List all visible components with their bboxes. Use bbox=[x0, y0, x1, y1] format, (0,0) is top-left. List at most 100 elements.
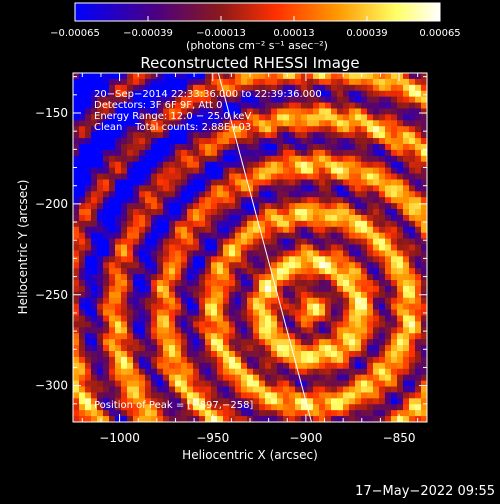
heatmap-cell bbox=[343, 226, 350, 234]
heatmap-cell bbox=[277, 149, 284, 157]
heatmap-cell bbox=[193, 339, 200, 346]
heatmap-cell bbox=[301, 398, 308, 405]
heatmap-cell bbox=[145, 404, 152, 411]
heatmap-cell bbox=[187, 274, 194, 281]
heatmap-cell bbox=[307, 90, 314, 98]
heatmap-cell bbox=[115, 102, 122, 110]
heatmap-cell bbox=[259, 149, 266, 157]
heatmap-cell bbox=[85, 333, 92, 340]
heatmap-cell bbox=[97, 226, 104, 234]
heatmap-cell bbox=[85, 368, 92, 376]
heatmap-cell bbox=[313, 191, 320, 198]
heatmap-cell bbox=[115, 114, 122, 121]
heatmap-cell bbox=[241, 392, 248, 399]
heatmap-cell bbox=[175, 114, 182, 121]
heatmap-cell bbox=[115, 309, 122, 317]
heatmap-cell bbox=[331, 339, 338, 346]
heatmap-cell bbox=[349, 155, 356, 163]
heatmap-cell bbox=[181, 404, 188, 411]
heatmap-cell bbox=[187, 386, 194, 394]
heatmap-cell bbox=[301, 173, 308, 181]
heatmap-cell bbox=[127, 374, 134, 382]
heatmap-cell bbox=[235, 226, 242, 234]
heatmap-cell bbox=[397, 155, 404, 163]
heatmap-cell bbox=[199, 102, 206, 110]
heatmap-cell bbox=[283, 214, 290, 222]
heatmap-cell bbox=[259, 73, 266, 80]
heatmap-cell bbox=[265, 102, 272, 110]
heatmap-cell bbox=[319, 209, 326, 216]
heatmap-cell bbox=[409, 96, 416, 104]
heatmap-cell bbox=[415, 297, 422, 305]
heatmap-cell bbox=[391, 220, 398, 228]
heatmap-cell bbox=[181, 285, 188, 293]
heatmap-cell bbox=[235, 132, 242, 139]
heatmap-cell bbox=[361, 339, 368, 346]
heatmap-cell bbox=[265, 250, 272, 257]
heatmap-cell bbox=[265, 386, 272, 394]
heatmap-cell bbox=[169, 173, 176, 181]
heatmap-cell bbox=[397, 96, 404, 104]
heatmap-cell bbox=[139, 309, 146, 317]
heatmap-cell bbox=[343, 374, 350, 382]
heatmap-cell bbox=[133, 191, 140, 198]
heatmap-cell bbox=[331, 380, 338, 388]
heatmap-cell bbox=[277, 214, 284, 222]
heatmap-cell bbox=[211, 161, 218, 169]
heatmap-cell bbox=[379, 262, 386, 269]
heatmap-cell bbox=[277, 209, 284, 216]
heatmap-cell bbox=[163, 191, 170, 198]
heatmap-cell bbox=[409, 132, 416, 139]
heatmap-cell bbox=[247, 90, 254, 98]
heatmap-cell bbox=[283, 203, 290, 210]
heatmap-cell bbox=[271, 250, 278, 257]
heatmap-cell bbox=[319, 309, 326, 317]
heatmap-cell bbox=[391, 185, 398, 192]
heatmap-cell bbox=[145, 197, 152, 204]
heatmap-cell bbox=[217, 356, 224, 364]
heatmap-cell bbox=[271, 333, 278, 340]
heatmap-cell bbox=[313, 209, 320, 216]
colorbar-ticks: −0.00065 −0.00039 −0.00013 0.00013 0.00039 0.… bbox=[50, 16, 461, 39]
heatmap-cell bbox=[211, 356, 218, 364]
heatmap-cell bbox=[421, 203, 427, 210]
heatmap-cell bbox=[175, 102, 182, 110]
heatmap-cell bbox=[121, 203, 128, 210]
heatmap-cell bbox=[169, 291, 176, 299]
heatmap-cell bbox=[163, 220, 170, 228]
heatmap-cell bbox=[175, 315, 182, 323]
heatmap-cell bbox=[355, 327, 362, 334]
heatmap-cell bbox=[85, 297, 92, 305]
heatmap-cell bbox=[277, 380, 284, 388]
heatmap-cell bbox=[409, 108, 416, 116]
heatmap-cell bbox=[319, 167, 326, 175]
heatmap-cell bbox=[151, 339, 158, 346]
heatmap-cell bbox=[373, 84, 380, 92]
heatmap-cell bbox=[115, 268, 122, 275]
heatmap-cell bbox=[199, 380, 206, 388]
heatmap-cell bbox=[373, 333, 380, 340]
heatmap-cell bbox=[361, 120, 368, 127]
heatmap-cell bbox=[121, 120, 128, 127]
heatmap-cell bbox=[97, 274, 104, 281]
heatmap-cell bbox=[235, 214, 242, 222]
heatmap-cell bbox=[361, 244, 368, 252]
heatmap-cell bbox=[271, 138, 278, 145]
heatmap-cell bbox=[259, 120, 266, 127]
heatmap-cell bbox=[385, 220, 392, 228]
heatmap-cell bbox=[337, 132, 344, 139]
heatmap-cell bbox=[235, 191, 242, 198]
heatmap-cell bbox=[127, 203, 134, 210]
heatmap-cell bbox=[109, 368, 116, 376]
heatmap-cell bbox=[391, 386, 398, 394]
heatmap-cell bbox=[343, 285, 350, 293]
heatmap-cell bbox=[367, 380, 374, 388]
heatmap-cell bbox=[313, 351, 320, 358]
heatmap-cell bbox=[91, 226, 98, 234]
heatmap-cell bbox=[121, 173, 128, 181]
heatmap-cell bbox=[289, 285, 296, 293]
heatmap-cell bbox=[139, 108, 146, 116]
heatmap-cell bbox=[139, 203, 146, 210]
heatmap-cell bbox=[277, 102, 284, 110]
heatmap-cell bbox=[301, 303, 308, 311]
